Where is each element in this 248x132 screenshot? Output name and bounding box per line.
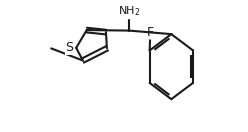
Text: S: S [65, 41, 73, 54]
Text: NH$_2$: NH$_2$ [118, 4, 140, 18]
Text: F: F [147, 26, 154, 39]
